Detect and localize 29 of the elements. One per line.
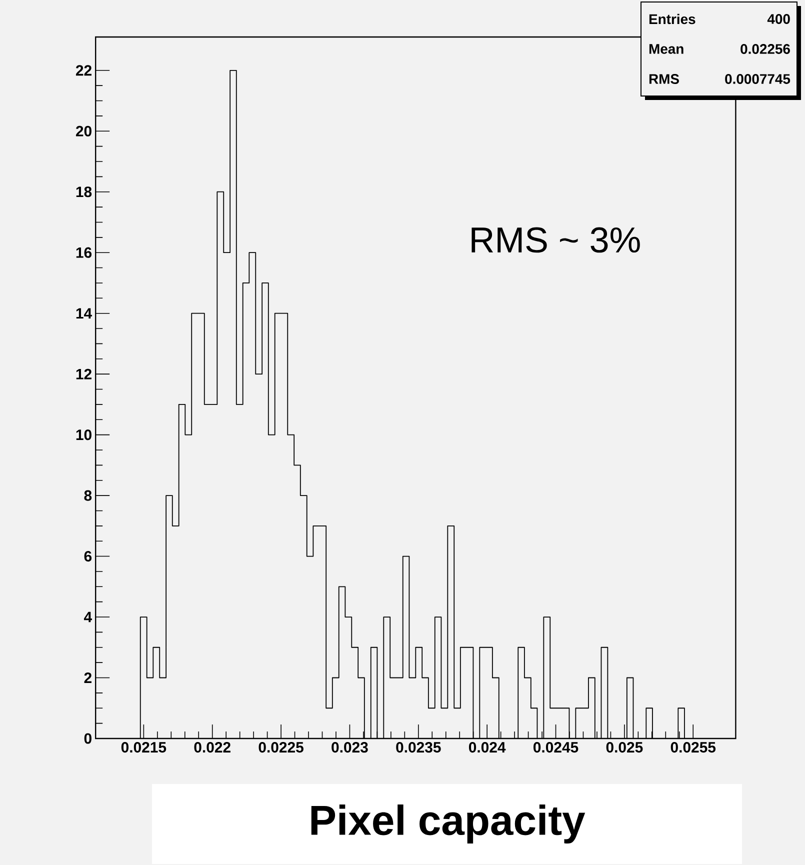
annotation: RMS ~ 3% (472, 227, 640, 253)
annotation: RMS (649, 74, 679, 84)
x-tick-label: 0.0225 (258, 742, 304, 753)
text: Entries (649, 14, 696, 24)
y-tick-label: 8 (84, 490, 92, 501)
x-tick-label: 0.0245 (534, 742, 578, 753)
x-tick-label: 0.0235 (396, 742, 441, 753)
text: 400 (767, 14, 790, 24)
y-tick-label: 22 (76, 65, 92, 76)
annotation: Mean (649, 44, 684, 54)
y-tick-label: 18 (76, 186, 92, 198)
y-tick-label: 16 (76, 247, 92, 258)
x-tick-label: 0.025 (606, 742, 643, 753)
text: 0.02256 (740, 44, 790, 54)
y-tick-label: 0 (84, 733, 92, 744)
y-tick-label: 6 (84, 550, 92, 562)
y-tick-label: 20 (76, 126, 92, 136)
x-tick-label: 0.023 (332, 742, 368, 753)
y-tick-label: 12 (76, 368, 92, 380)
x-tick-label: 0.024 (468, 742, 506, 753)
y-tick-label: 10 (76, 430, 92, 440)
y-tick-label: 2 (84, 672, 92, 683)
annotation: 0.0007745 (725, 74, 790, 84)
x-tick-label: 0.0255 (670, 742, 716, 753)
y-tick-label: 14 (76, 308, 92, 318)
y-tick-label: 4 (84, 612, 92, 622)
x-tick-label: 0.0215 (121, 742, 166, 753)
x-axis-title: Pixel capacity (311, 804, 586, 844)
x-tick-label: 0.022 (194, 742, 230, 753)
